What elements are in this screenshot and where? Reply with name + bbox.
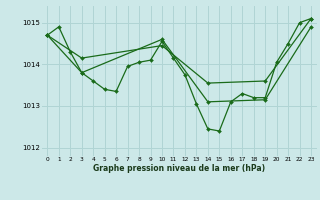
X-axis label: Graphe pression niveau de la mer (hPa): Graphe pression niveau de la mer (hPa) xyxy=(93,164,265,173)
